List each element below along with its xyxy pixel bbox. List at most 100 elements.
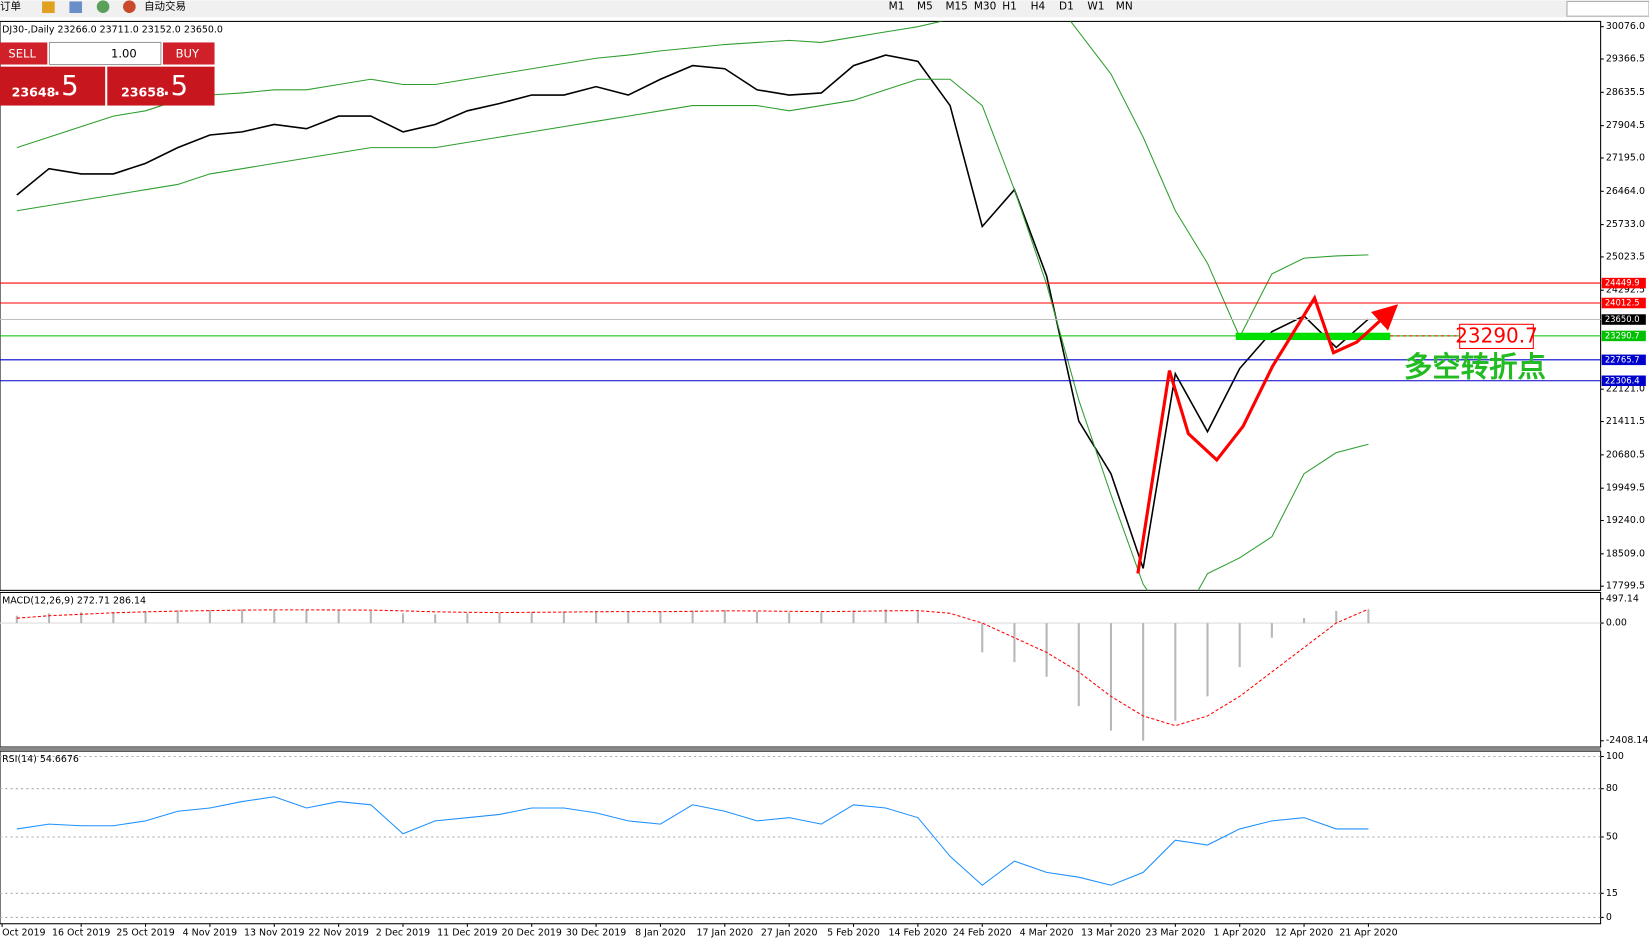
- y-tick-label: -2408.14: [1606, 735, 1649, 746]
- bid-main[interactable]: 23648: [12, 84, 56, 99]
- level-label: 24012.5: [1605, 298, 1640, 308]
- splitter: [0, 747, 1601, 752]
- y-tick-label: 24292.5: [1606, 285, 1645, 296]
- level-label: 24449.9: [1605, 278, 1640, 288]
- date-label: 13 Nov 2019: [244, 928, 305, 939]
- y-tick-label: 21411.5: [1606, 416, 1645, 427]
- level-tag: [1601, 375, 1646, 387]
- y-tick-label: 100: [1606, 751, 1624, 762]
- search-box[interactable]: [1566, 0, 1649, 17]
- date-label: 23 Mar 2020: [1145, 928, 1205, 939]
- y-tick-label: 15: [1606, 888, 1618, 899]
- y-tick-label: 0: [1606, 912, 1612, 923]
- date-label: 17 Jan 2020: [696, 928, 753, 939]
- volume[interactable]: 1.00: [111, 47, 137, 61]
- panel-title: MACD(12,26,9) 272.71 286.14: [2, 595, 146, 606]
- y-tick-label: 50: [1606, 831, 1618, 842]
- auto-trading-button[interactable]: 自动交易: [144, 0, 186, 13]
- series-line: [16, 796, 1369, 886]
- timeframe-button[interactable]: H4: [1031, 1, 1046, 13]
- y-tick-label: 20680.5: [1606, 449, 1645, 460]
- level-tag: [1601, 330, 1646, 342]
- date-label: Oct 2019: [2, 928, 45, 939]
- price-box: [1459, 323, 1534, 350]
- timeframe-button[interactable]: H1: [1002, 1, 1017, 13]
- y-tick-label: 28635.5: [1606, 87, 1645, 98]
- level-tag: [1601, 297, 1646, 309]
- date-label: 4 Nov 2019: [183, 928, 238, 939]
- date-label: 12 Apr 2020: [1275, 928, 1333, 939]
- icon[interactable]: [69, 1, 83, 14]
- zigzag-arrow: [1136, 294, 1399, 574]
- timeframe-button[interactable]: M30: [974, 1, 996, 13]
- y-tick-label: 19949.5: [1606, 483, 1645, 494]
- panel-title: DJ30-,Daily 23266.0 23711.0 23152.0 2365…: [2, 24, 223, 35]
- y-tick-label: 497.14: [1606, 593, 1639, 604]
- level-label: 22765.7: [1605, 354, 1640, 364]
- date-label: 24 Feb 2020: [953, 928, 1012, 939]
- series-line: [16, 78, 1369, 591]
- date-label: 30 Dec 2019: [566, 928, 626, 939]
- series-line: [16, 608, 1369, 727]
- y-tick-label: 29366.5: [1606, 54, 1645, 65]
- icon[interactable]: [123, 0, 136, 14]
- y-tick-label: 18509.0: [1606, 548, 1645, 559]
- y-tick-label: 19240.0: [1606, 515, 1645, 526]
- date-label: 16 Oct 2019: [52, 928, 110, 939]
- panel: [16, 21, 1369, 591]
- ask-box[interactable]: [107, 66, 215, 106]
- panel-title: RSI(14) 54.6676: [2, 754, 79, 765]
- date-label: 11 Dec 2019: [437, 928, 497, 939]
- date-label: 25 Oct 2019: [116, 928, 174, 939]
- date-label: 20 Dec 2019: [502, 928, 562, 939]
- y-tick-label: 80: [1606, 783, 1618, 794]
- level-tag: [1601, 314, 1646, 325]
- y-tick-label: 0.00: [1606, 618, 1627, 629]
- date-label: 21 Apr 2020: [1339, 928, 1397, 939]
- timeframe-buttons: M1 M5 M15 M30 H1 H4 D1 W1 MN: [889, 1, 1133, 13]
- y-tick-label: 27195.0: [1606, 152, 1645, 163]
- date-label: 22 Nov 2019: [308, 928, 369, 939]
- orders-button[interactable]: 订单: [0, 1, 21, 13]
- date-label: 14 Feb 2020: [888, 928, 947, 939]
- order-panel: SELL 1.00 BUY 23648 .5 23658 .5: [0, 41, 215, 106]
- series-line: [16, 54, 1369, 569]
- date-label: 2 Dec 2019: [376, 928, 430, 939]
- sell-label[interactable]: SELL: [8, 47, 36, 61]
- timeframe-button[interactable]: M5: [917, 1, 933, 13]
- ask-frac[interactable]: .5: [162, 71, 188, 102]
- level-label: 23650.0: [1605, 314, 1640, 324]
- timeframe-button[interactable]: D1: [1059, 1, 1074, 13]
- level-label: 23290.7: [1605, 330, 1640, 340]
- support-bar: [1235, 332, 1391, 341]
- series-line: [16, 21, 1369, 339]
- toolbar: 订单 自动交易 M1 M5 M15 M30 H1 H4 D1 W1 MN: [0, 0, 1649, 18]
- timeframe-button[interactable]: M1: [889, 1, 905, 13]
- main-frame: [0, 20, 1602, 591]
- date-label: 4 Mar 2020: [1020, 928, 1074, 939]
- y-tick-label: 30076.0: [1606, 21, 1645, 32]
- y-tick-label: 25733.0: [1606, 219, 1645, 230]
- y-tick-label: 26464.0: [1606, 186, 1645, 197]
- bid-frac[interactable]: .5: [53, 71, 79, 102]
- date-label: 5 Feb 2020: [827, 928, 880, 939]
- date-label: 13 Mar 2020: [1081, 928, 1141, 939]
- timeframe-button[interactable]: W1: [1087, 1, 1104, 13]
- timeframe-button[interactable]: MN: [1116, 1, 1133, 13]
- buy-button[interactable]: [163, 42, 215, 65]
- caption-annotation: 多空转折点: [1404, 350, 1546, 383]
- icon[interactable]: [96, 0, 110, 14]
- ask-main[interactable]: 23658: [121, 84, 165, 99]
- icon[interactable]: [42, 1, 55, 14]
- buy-label[interactable]: BUY: [176, 47, 200, 61]
- timeframe-button[interactable]: M15: [945, 1, 967, 13]
- bid-box[interactable]: [0, 66, 106, 106]
- sell-button[interactable]: [0, 42, 48, 65]
- level-tag: [1601, 354, 1646, 366]
- volume-box[interactable]: [48, 41, 162, 66]
- date-label: 27 Jan 2020: [761, 928, 818, 939]
- macd-frame: [0, 591, 1602, 748]
- y-tick-label: 27904.5: [1606, 120, 1645, 131]
